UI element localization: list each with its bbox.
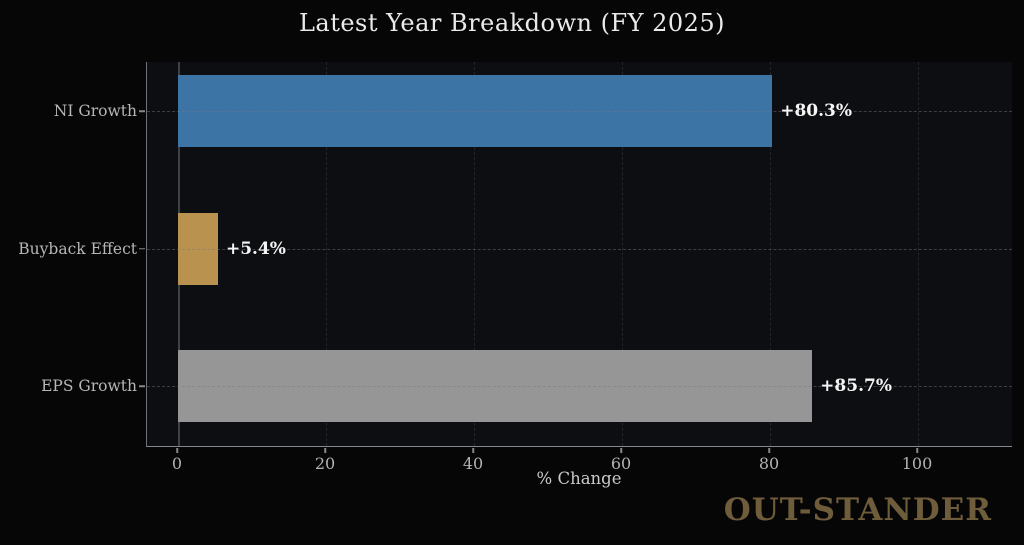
x-axis-label: % Change [536, 469, 622, 488]
x-axis-tick [916, 448, 918, 453]
y-axis-tick [139, 247, 145, 250]
x-axis-tick [176, 448, 178, 453]
horizontal-gridline [147, 386, 1012, 387]
horizontal-gridline [147, 111, 1012, 112]
x-tick-label: 100 [901, 454, 933, 473]
vertical-gridline [918, 62, 919, 446]
x-tick-label: 40 [462, 454, 484, 473]
vertical-gridline [474, 62, 475, 446]
x-tick-label: 80 [758, 454, 780, 473]
plot-area: +80.3% +5.4% +85.7% [146, 62, 1012, 447]
x-axis-tick [768, 448, 770, 453]
x-axis-tick [472, 448, 474, 453]
bar-value-label: +85.7% [820, 376, 892, 396]
y-category-label: Buyback Effect [18, 239, 137, 258]
x-tick-label: 60 [610, 454, 632, 473]
vertical-gridline [770, 62, 771, 446]
bar-ni-growth [178, 75, 773, 147]
bar-buyback-effect [178, 212, 218, 285]
chart-title: Latest Year Breakdown (FY 2025) [298, 9, 726, 37]
bar-value-label: +80.3% [780, 101, 853, 121]
watermark-text: OUT-STANDER [723, 492, 992, 528]
y-axis-tick [139, 385, 145, 387]
x-tick-label: 20 [314, 454, 336, 473]
x-tick-label: 0 [171, 454, 183, 473]
y-axis-tick [139, 110, 145, 112]
vertical-gridline [622, 62, 623, 446]
bar-eps-growth [178, 350, 813, 422]
y-category-label: EPS Growth [41, 377, 137, 395]
vertical-gridline [326, 62, 327, 446]
horizontal-gridline [147, 248, 1012, 250]
x-axis-tick [620, 448, 622, 453]
x-axis-tick [324, 448, 326, 453]
bar-value-label: +5.4% [225, 238, 286, 259]
y-category-label: NI Growth [53, 102, 137, 120]
